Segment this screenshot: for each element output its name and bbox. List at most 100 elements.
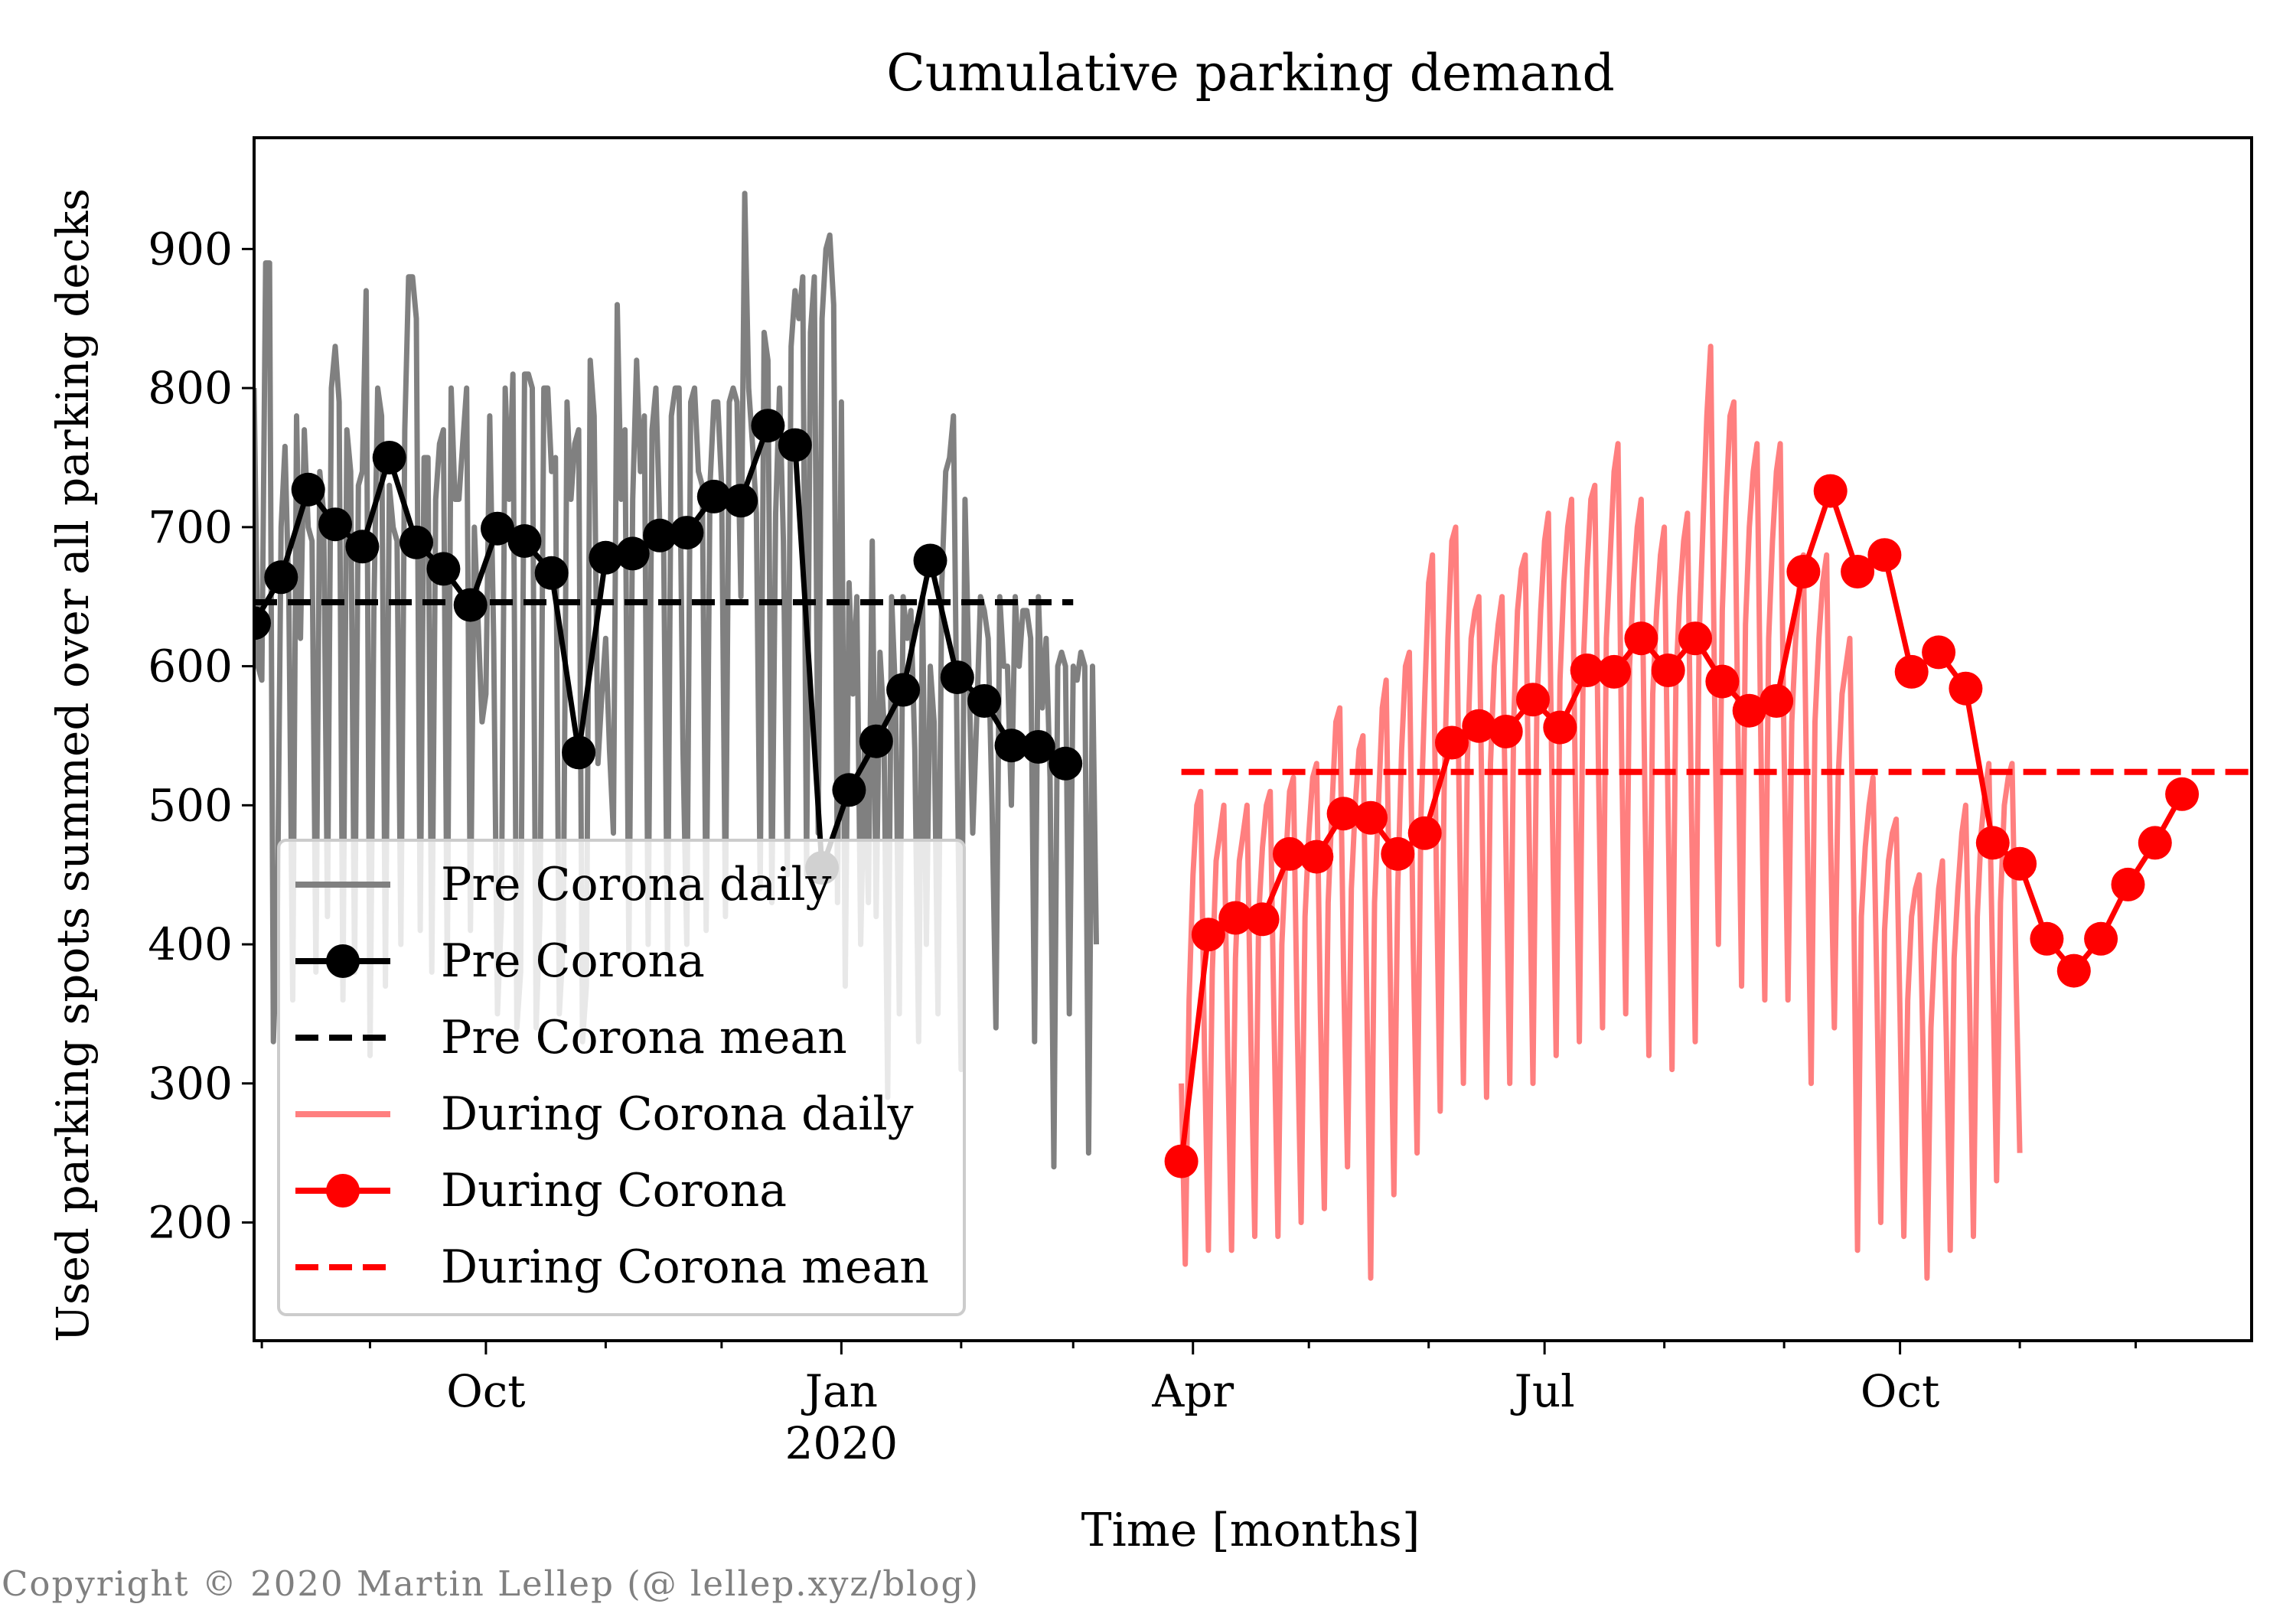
during-corona-point — [2030, 921, 2064, 956]
pre-corona-point — [1021, 730, 1055, 764]
during-corona-point — [1624, 621, 1658, 656]
pre-corona-point — [643, 518, 677, 553]
during-corona-point — [1651, 654, 1685, 687]
during-corona-point — [1841, 555, 1875, 588]
pre-corona-point — [940, 660, 974, 695]
pre-corona-point — [589, 540, 623, 575]
legend-label-during-corona: During Corona — [441, 1164, 787, 1217]
pre-corona-point — [994, 729, 1029, 763]
during-corona-point — [1760, 684, 1794, 718]
x-tick-label: Oct — [446, 1365, 525, 1417]
pre-corona-daily-line — [254, 191, 1099, 1170]
y-tick-label: 900 — [148, 223, 233, 275]
pre-corona-point — [832, 773, 866, 807]
legend-label-during-corona-mean: During Corona mean — [441, 1240, 929, 1294]
during-corona-point — [1218, 901, 1253, 935]
during-corona-point — [1732, 693, 1766, 728]
during-corona-point — [1273, 836, 1306, 871]
pre-corona-point — [507, 524, 542, 558]
pre-corona-point — [291, 472, 325, 507]
y-tick-label: 300 — [148, 1058, 233, 1110]
during-corona-point — [1975, 826, 2010, 860]
during-corona-point — [1164, 1144, 1199, 1178]
y-tick-label: 500 — [148, 779, 233, 831]
chart-title: Cumulative parking demand — [886, 44, 1615, 103]
x-tick-label: Apr — [1151, 1365, 1234, 1417]
y-tick-label: 700 — [148, 501, 233, 553]
during-corona-point — [1894, 654, 1929, 689]
x-tick-label: Jan — [801, 1365, 878, 1417]
pre-corona-point — [859, 724, 893, 758]
pre-corona-point — [345, 530, 380, 564]
copyright-notice: Copyright © 2020 Martin Lellep (@ lellep… — [2, 1563, 980, 1604]
during-corona-point — [1462, 709, 1496, 743]
during-corona-point — [1705, 664, 1740, 699]
during-corona-point — [1543, 710, 1577, 745]
during-corona-point — [1489, 715, 1523, 748]
during-corona-point — [1949, 671, 1983, 706]
during-corona-point — [1326, 797, 1361, 831]
during-corona-point — [1922, 635, 1956, 670]
during-corona-point — [2056, 953, 2091, 988]
during-corona-daily-line — [1179, 344, 2023, 1281]
legend-box — [277, 839, 966, 1316]
pre-corona-point — [724, 484, 758, 518]
pre-corona-point — [426, 552, 461, 586]
y-tick-label: 600 — [148, 641, 233, 693]
during-corona-point — [2003, 846, 2037, 881]
during-corona-point — [2111, 867, 2145, 901]
during-corona-point — [1813, 474, 1848, 508]
legend-label-pre-corona: Pre Corona — [441, 934, 705, 988]
pre-corona-point — [372, 441, 406, 474]
pre-corona-point — [696, 479, 731, 513]
pre-corona-point — [400, 525, 433, 559]
y-axis-label: Used parking spots summed over all parki… — [47, 188, 99, 1342]
legend-marker-during-corona — [326, 1174, 360, 1208]
x-tick-year-label: 2020 — [785, 1417, 899, 1469]
during-corona-point — [2084, 921, 2118, 956]
pre-corona-point — [481, 511, 514, 546]
during-corona-point — [1191, 918, 1225, 952]
x-tick-label: Oct — [1861, 1365, 1939, 1417]
during-corona-point — [1354, 800, 1388, 835]
during-corona-point — [1300, 839, 1334, 874]
during-corona-point — [1867, 538, 1902, 572]
during-corona-point — [1245, 902, 1280, 937]
pre-corona-point — [264, 560, 298, 595]
during-corona-point — [1516, 683, 1550, 717]
legend-marker-pre-corona — [326, 944, 360, 978]
pre-corona-point — [254, 606, 271, 641]
x-axis-label: Time [months] — [1081, 1504, 1420, 1557]
during-corona-point — [1570, 654, 1604, 687]
pre-corona-point — [913, 543, 947, 578]
during-corona-point — [1786, 555, 1821, 588]
pre-corona-point — [778, 428, 812, 462]
pre-corona-point — [615, 536, 650, 571]
pre-corona-point — [562, 735, 596, 770]
plot-area — [254, 191, 2252, 1281]
during-corona-point — [2165, 777, 2200, 811]
pre-corona-point — [751, 409, 785, 443]
pre-corona-point — [670, 516, 704, 550]
during-corona-point — [1435, 725, 1469, 760]
plot-frame — [253, 136, 2253, 1342]
legend-label-pre-corona-daily: Pre Corona daily — [441, 858, 832, 911]
during-corona-point — [1407, 816, 1442, 850]
pre-corona-point — [1049, 746, 1083, 781]
during-corona-point — [1381, 836, 1415, 871]
pre-corona-point — [318, 507, 352, 542]
pre-corona-point — [886, 673, 921, 707]
legend-label-during-corona-daily: During Corona daily — [441, 1087, 914, 1141]
during-corona-point — [1597, 654, 1631, 689]
series-group — [254, 191, 2252, 1281]
during-corona-point — [1678, 621, 1712, 656]
legend: Pre Corona daily Pre Corona Pre Corona mea… — [277, 839, 966, 1316]
y-tick-label: 800 — [148, 362, 233, 414]
y-tick-label: 200 — [148, 1197, 233, 1249]
legend-label-pre-corona-mean: Pre Corona mean — [441, 1011, 847, 1064]
pre-corona-point — [967, 684, 1002, 718]
x-tick-label: Jul — [1511, 1365, 1575, 1417]
y-tick-label: 400 — [148, 918, 233, 970]
